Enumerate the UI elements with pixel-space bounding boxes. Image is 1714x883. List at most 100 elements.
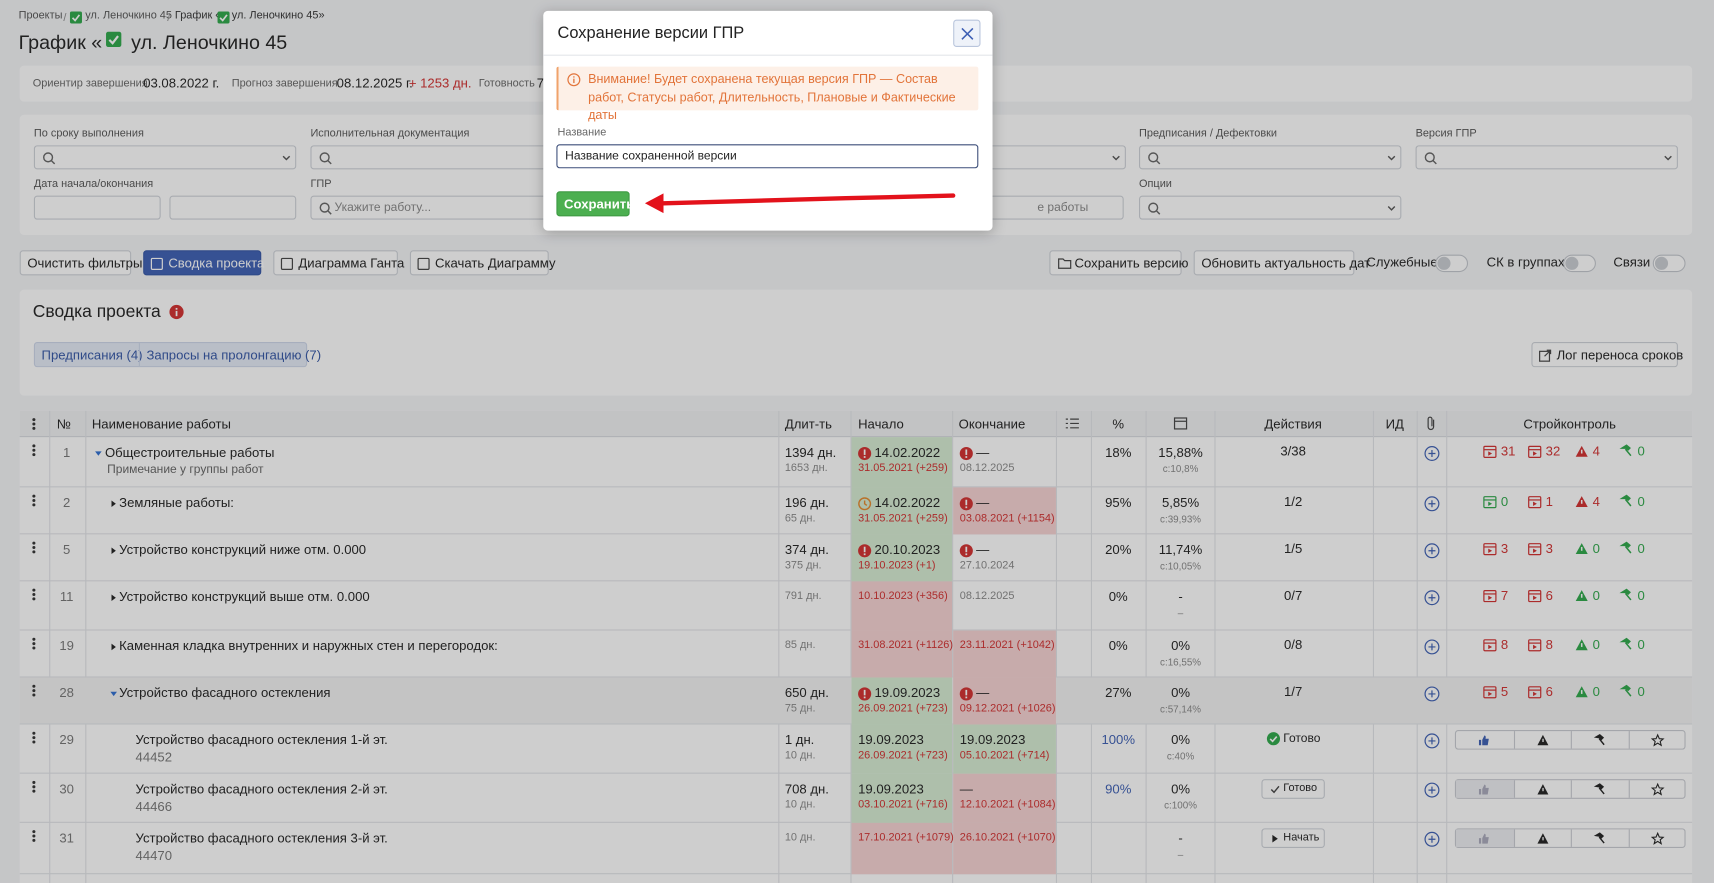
row-number: 5	[63, 542, 71, 558]
expand-caret	[111, 547, 116, 555]
toggle-switch[interactable]	[1652, 254, 1686, 273]
cost-share: 0%	[1171, 732, 1191, 748]
sk-button[interactable]	[1513, 829, 1570, 847]
duration-plan: 791 дн.	[784, 590, 822, 603]
sk-button[interactable]	[1570, 780, 1628, 798]
sk-count: 0	[1637, 493, 1645, 510]
status-button[interactable]: Начать	[1261, 828, 1325, 849]
add-id-button[interactable]	[1424, 446, 1440, 461]
column-divider	[850, 410, 852, 883]
duration-plan: 75 дн.	[784, 702, 816, 715]
add-id-button[interactable]	[1424, 782, 1440, 798]
sk-button[interactable]	[1628, 780, 1685, 798]
sk-count: 32	[1545, 443, 1561, 459]
percent: 90%	[1105, 781, 1132, 797]
toolbar-button-text: Диаграмма Ганта	[298, 255, 405, 272]
work-name: Общестроительные работы	[104, 444, 275, 461]
toolbar-button[interactable]: Сохранить версию	[1049, 250, 1188, 276]
sk-button[interactable]	[1628, 731, 1685, 749]
sk-button[interactable]	[1456, 780, 1514, 798]
status-button-icon	[1270, 785, 1280, 794]
sk-count: 0	[1500, 493, 1509, 510]
version-name-input[interactable]: Название сохраненной версии	[556, 144, 979, 169]
modal-close[interactable]	[953, 19, 981, 47]
filter-input[interactable]	[1415, 145, 1678, 170]
duration: 374 дн.	[784, 542, 829, 558]
start-cell-bg	[851, 437, 953, 488]
filter-input[interactable]	[33, 195, 161, 220]
end-plan: 08.12.2025	[959, 590, 1015, 603]
filter-label: Предписания / Дефектовки	[1139, 127, 1278, 140]
end-date: —	[959, 781, 973, 797]
sk-button[interactable]	[1570, 829, 1628, 847]
percent: 0%	[1108, 589, 1128, 605]
toolbar-button[interactable]: Сводка проекта	[143, 250, 264, 276]
info-value: 03.08.2022 г.	[143, 75, 220, 91]
add-id-button[interactable]	[1424, 831, 1440, 847]
row-menu-icon	[32, 830, 36, 842]
sk-button[interactable]	[1513, 731, 1570, 749]
sk-count: 0	[1637, 684, 1645, 700]
filter-input[interactable]	[33, 145, 297, 170]
close-icon	[961, 27, 974, 40]
alert-icon	[858, 544, 872, 558]
summary-tab[interactable]: Запросы на пролонгацию (7)	[146, 347, 322, 363]
row-number: 11	[59, 589, 74, 605]
row-menu-icon	[32, 541, 36, 554]
start-date: 19.09.2023	[858, 732, 924, 748]
toolbar-button[interactable]: Скачать Диаграмму	[409, 250, 556, 276]
column-header: Наименование работы	[91, 416, 231, 432]
end-cell-bg	[953, 487, 1056, 535]
add-id-button[interactable]	[1424, 496, 1440, 512]
sk-icon	[1528, 496, 1542, 509]
filter-input[interactable]	[169, 195, 297, 220]
sk-button[interactable]	[1456, 731, 1513, 748]
sk-button[interactable]	[1570, 731, 1628, 749]
sk-button[interactable]	[1513, 780, 1570, 798]
sk-button[interactable]	[1456, 829, 1514, 847]
summary-tab[interactable]: Предписания (4)	[41, 347, 143, 363]
status-button-text: Начать	[1283, 831, 1320, 844]
work-name: Устройство конструкций ниже отм. 0.000	[119, 542, 367, 558]
row-menu-icon	[32, 444, 36, 457]
table-row: 2 Земляные работы: 196 дн. 65 дн. 14.02.2022…	[19, 487, 1693, 535]
toggle-switch[interactable]	[1435, 254, 1469, 273]
log-button[interactable]: Лог переноса сроков	[1531, 342, 1683, 368]
save-button[interactable]: Сохранить	[556, 191, 634, 217]
toolbar-button-text: Обновить актуальность дат	[1201, 255, 1371, 272]
add-id-button[interactable]	[1424, 733, 1440, 749]
alert-icon	[959, 497, 973, 511]
sk-icon	[1483, 686, 1497, 699]
sk-button-icon	[1478, 735, 1489, 746]
work-code: 44466	[135, 798, 173, 815]
add-id-button[interactable]	[1424, 686, 1440, 702]
status-button[interactable]: Готово	[1261, 779, 1325, 799]
info-label: Прогноз завершения	[231, 77, 338, 90]
toggle-switch[interactable]	[1563, 254, 1596, 273]
check-icon	[69, 11, 82, 24]
add-id-button[interactable]	[1424, 590, 1440, 606]
sk-count: 5	[1500, 684, 1509, 700]
row-number: 19	[59, 638, 74, 654]
sk-count: 0	[1637, 540, 1645, 557]
filter-input[interactable]	[1139, 145, 1402, 170]
expand-caret	[111, 500, 116, 508]
info-extra: + 1253 дн.	[408, 75, 472, 91]
button-icon	[1058, 258, 1072, 269]
works-table: № Наименование работы Длит-ть Начало Окончан…	[19, 410, 1693, 883]
toolbar-button[interactable]: Диаграмма Ганта	[273, 250, 404, 276]
toolbar-button[interactable]: Очистить фильтры	[19, 250, 142, 276]
add-id-button[interactable]	[1424, 543, 1440, 559]
sk-count: 3	[1545, 540, 1553, 557]
filter-input[interactable]	[1139, 195, 1402, 220]
warning-icon	[567, 73, 581, 87]
sk-icon	[1619, 588, 1632, 601]
end-plan: 09.12.2021 (+1026)	[959, 702, 1056, 715]
search-icon	[319, 152, 332, 165]
toolbar-button[interactable]: Обновить актуальность дат	[1193, 250, 1370, 276]
sk-button[interactable]	[1628, 829, 1685, 847]
add-id-button[interactable]	[1424, 639, 1440, 655]
filter-input[interactable]	[310, 145, 573, 170]
column-divider	[1055, 410, 1058, 883]
info-label: Ориентир завершения	[32, 77, 148, 90]
